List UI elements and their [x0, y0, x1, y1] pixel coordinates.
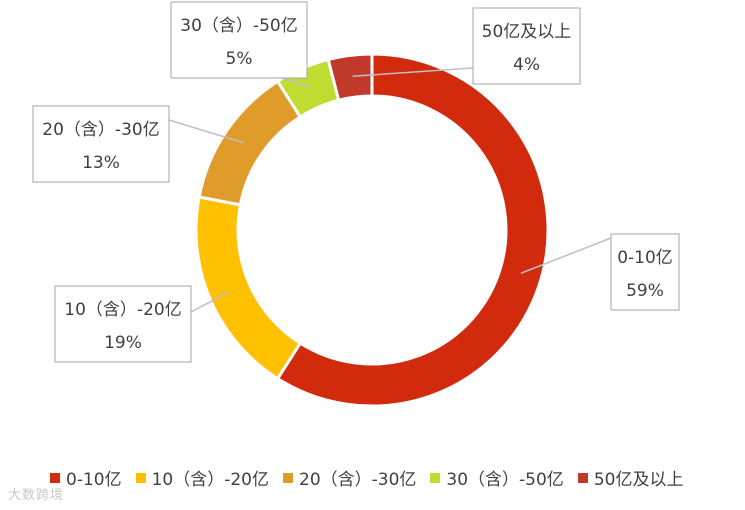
data-label-percent: 5%: [226, 49, 253, 69]
slice-2: [194, 195, 303, 381]
legend-swatch: [430, 472, 441, 483]
callout-box: [54, 285, 192, 363]
legend-item: 0-10亿: [50, 465, 122, 490]
data-label-percent: 59%: [626, 281, 664, 301]
data-label-category: 10（含）-20亿: [64, 300, 181, 320]
legend-swatch: [50, 472, 60, 483]
legend-label: 20（含）-30亿: [299, 470, 417, 490]
callouts: 0-10亿 59% 10（含）-20亿 19% 20（含）-30亿 13% 30（含）-50…: [32, 1, 680, 363]
slice-1: [275, 52, 550, 408]
data-label-percent: 13%: [82, 153, 120, 173]
data-label-category: 50亿及以上: [482, 22, 572, 42]
legend-swatch: [577, 472, 588, 483]
data-label-category: 30（含）-50亿: [180, 16, 297, 36]
legend-item: 50亿及以上: [577, 465, 684, 490]
leader-line: [352, 67, 474, 77]
callout-box: [170, 1, 308, 79]
legend-swatch: [135, 472, 146, 483]
legend-item: 30（含）-50亿: [430, 465, 564, 490]
leader-line: [190, 290, 231, 313]
legend-item: 10（含）-20亿: [135, 465, 269, 490]
legend-swatch: [283, 472, 293, 483]
data-label-percent: 19%: [104, 333, 142, 353]
watermark: 大数跨境: [8, 488, 65, 503]
legend-label: 0-10亿: [66, 470, 122, 490]
callout-box: [472, 7, 581, 85]
legend-label: 50亿及以上: [593, 470, 684, 490]
leader-line: [168, 119, 245, 144]
callout-box: [610, 233, 680, 311]
legend: 0-10亿 10（含）-20亿 20（含）-30亿 30（含）-50亿 50亿及以上: [50, 465, 697, 490]
leader-line: [281, 77, 311, 89]
donut-slices: [194, 52, 550, 408]
legend-label: 30（含）-50亿: [446, 470, 564, 490]
slice-3: [197, 79, 303, 207]
leader-line: [520, 237, 612, 274]
legend-item: 20（含）-30亿: [283, 465, 416, 490]
data-label-category: 20（含）-30亿: [42, 120, 159, 140]
legend-label: 10（含）-20亿: [151, 470, 269, 490]
callout-box: [32, 105, 170, 183]
data-label-category: 0-10亿: [617, 248, 673, 268]
data-label-percent: 4%: [513, 55, 540, 75]
